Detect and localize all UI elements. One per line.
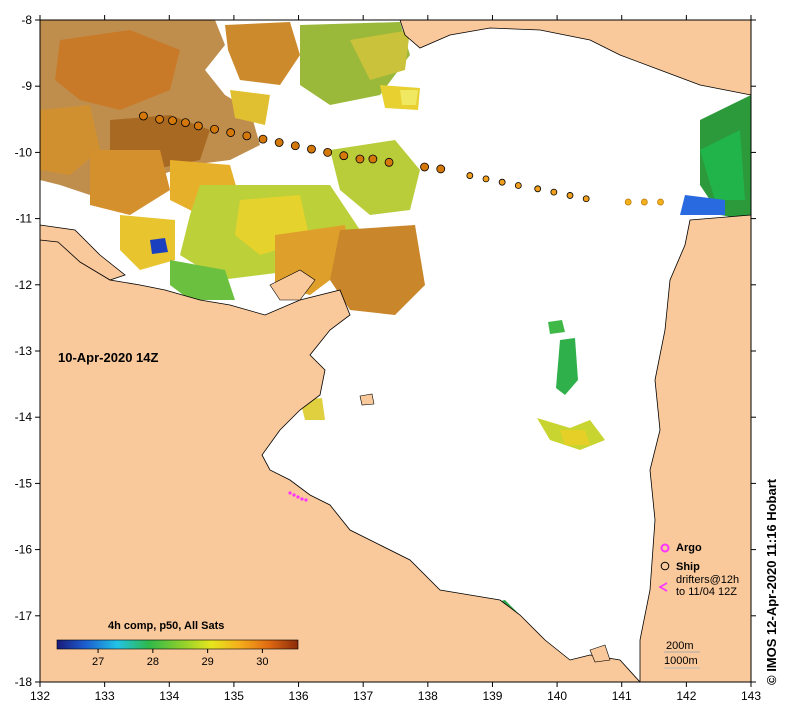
ship-position-dot: [582, 195, 590, 203]
colorbar-tick-label: 27: [92, 656, 104, 668]
ship-position-dot: [181, 118, 190, 128]
ship-position-dot: [155, 114, 164, 124]
x-tick-label: 136: [289, 689, 309, 703]
ship-position-dot: [534, 185, 542, 193]
x-tick-label: 134: [159, 689, 179, 703]
ship-position-dot: [466, 172, 474, 179]
ship-position-dot: [168, 116, 177, 126]
drifter-track: [288, 491, 308, 502]
scale-label-1000m: 1000m: [664, 655, 698, 667]
y-tick-label: -12: [15, 278, 33, 292]
x-tick-label: 135: [224, 689, 244, 703]
x-axis: 132 133 134 135 136 137 138 139 140 141 142 143: [30, 15, 761, 703]
y-tick-label: -11: [16, 212, 33, 226]
x-tick-label: 139: [482, 689, 502, 703]
x-tick-label: 141: [612, 689, 632, 703]
islands: [269, 269, 611, 663]
y-tick-label: -18: [15, 675, 33, 689]
colorbar: [56, 639, 299, 650]
ship-position-dot: [258, 134, 268, 144]
ship-position-dot: [436, 164, 446, 174]
x-tick-label: 138: [418, 689, 438, 703]
legend-drifters-label-1: drifters@12h: [676, 574, 740, 586]
ship-position-dot: [420, 162, 429, 172]
land: [40, 20, 751, 682]
y-axis: -8 -9 -10 -11 -12 -13 -14 -15 -16 -17 -18: [15, 13, 756, 689]
colorbar-tick-label: 28: [147, 656, 159, 668]
sst-patches: [40, 20, 751, 650]
y-tick-label: -13: [15, 344, 33, 358]
ship-track: [139, 111, 664, 206]
ship-position-dot: [498, 178, 506, 186]
ship-position-dot: [657, 198, 664, 206]
legend-argo-label: Argo: [676, 542, 702, 554]
ship-position-dot: [139, 111, 148, 121]
scale-label-200m: 200m: [666, 640, 694, 652]
ship-position-dot: [307, 144, 316, 154]
legend-ship-label: Ship: [676, 561, 700, 573]
ship-position-dot: [355, 154, 365, 164]
colorbar-title: 4h comp, p50, All Sats: [108, 620, 225, 632]
y-tick-label: -16: [15, 543, 33, 557]
ship-position-dot: [210, 124, 219, 134]
colorbar-tick-label: 29: [202, 656, 214, 668]
ship-position-dot: [384, 157, 394, 167]
y-tick-label: -17: [15, 609, 33, 623]
ship-position-dot: [624, 198, 632, 206]
ship-position-dot: [482, 175, 490, 183]
ship-legend-icon: [660, 561, 670, 571]
x-tick-label: 133: [95, 689, 115, 703]
y-tick-label: -9: [21, 79, 32, 93]
x-tick-label: 143: [741, 689, 761, 703]
x-tick-label: 140: [547, 689, 567, 703]
ship-position-dot: [550, 188, 558, 196]
ship-position-dot: [640, 198, 648, 206]
x-tick-label: 142: [676, 689, 696, 703]
y-tick-label: -10: [15, 145, 33, 159]
x-tick-label: 137: [353, 689, 373, 703]
credit-label: © IMOS 12-Apr-2020 11:16 Hobart: [764, 478, 779, 685]
ship-position-dot: [323, 147, 333, 157]
ship-position-dot: [339, 151, 349, 161]
x-tick-label: 132: [30, 689, 50, 703]
ship-position-dot: [514, 182, 522, 189]
date-label: 10-Apr-2020 14Z: [58, 350, 159, 365]
y-tick-label: -8: [21, 13, 32, 27]
legend-drifters-label-2: to 11/04 12Z: [676, 586, 737, 598]
colorbar-tick-label: 30: [256, 656, 268, 668]
ship-position-dot: [193, 121, 203, 131]
drifter-legend-icon: [658, 582, 668, 592]
colorbar-ticks: 27 28 29 30: [92, 649, 269, 668]
y-tick-label: -15: [15, 476, 33, 490]
y-tick-label: -14: [15, 410, 33, 424]
ship-position-dot: [368, 154, 378, 164]
ship-position-dot: [274, 138, 284, 147]
argo-legend-icon: [660, 543, 670, 553]
ship-position-dot: [290, 141, 300, 151]
ship-position-dot: [226, 128, 236, 137]
ship-position-dot: [566, 192, 574, 199]
ship-position-dot: [242, 131, 252, 141]
